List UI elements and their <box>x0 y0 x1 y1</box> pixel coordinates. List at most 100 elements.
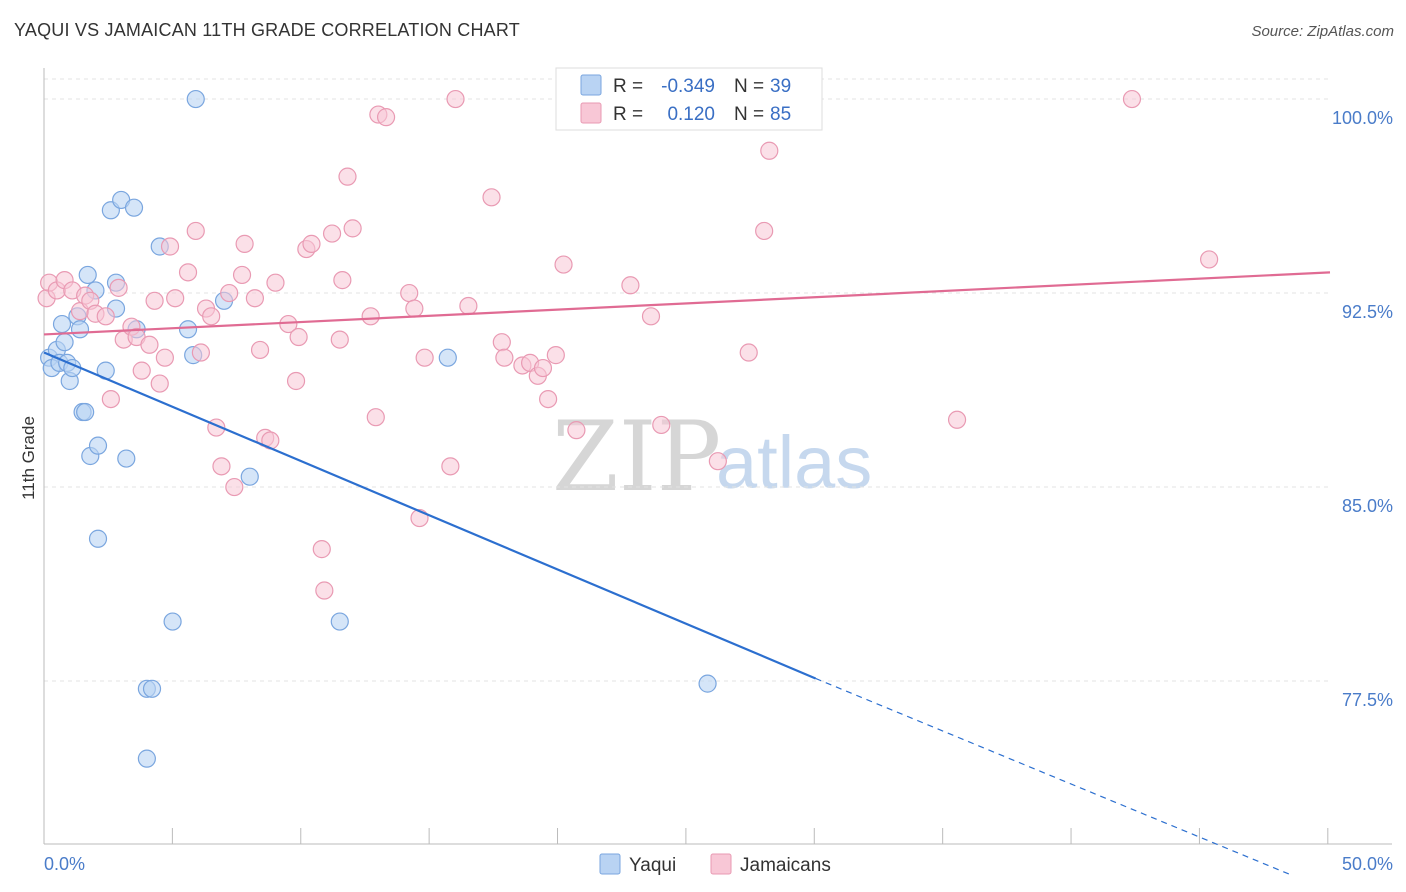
jamaicans-point <box>132 361 151 380</box>
jamaicans-point <box>232 265 252 285</box>
jamaicans-point <box>289 327 308 347</box>
jamaicans-trend-line <box>43 271 1331 336</box>
legend-r-label-jamaicans: R = <box>613 104 643 125</box>
chart-title: YAQUI VS JAMAICAN 11TH GRADE CORRELATION… <box>14 20 520 40</box>
yaqui-point <box>55 333 74 352</box>
jamaicans-point <box>212 457 231 476</box>
jamaicans-point <box>441 457 460 476</box>
legend-n-label-jamaicans: N = <box>734 104 764 125</box>
jamaicans-point <box>312 540 331 559</box>
watermark: ZIP atlas <box>552 401 872 513</box>
yaqui-bottom-swatch <box>599 853 621 875</box>
jamaicans-point <box>567 421 586 440</box>
jamaicans-point <box>186 221 205 241</box>
jamaicans-point <box>739 343 758 362</box>
jamaicans-point <box>178 263 198 282</box>
legend-r-label-yaqui: R = <box>613 76 643 97</box>
jamaicans-point <box>250 340 270 360</box>
jamaicans-point <box>641 307 661 326</box>
jamaicans-point <box>109 278 128 297</box>
jamaicans-point <box>415 348 434 367</box>
axes <box>43 68 1392 845</box>
yaqui-legend-swatch <box>580 74 602 96</box>
jamaicans-point <box>621 276 640 295</box>
jamaicans-point <box>225 477 244 497</box>
jamaicans-point <box>482 188 501 207</box>
jamaicans-point <box>150 374 169 393</box>
jamaicans-legend-label: Jamaicans <box>740 855 831 876</box>
jamaicans-point <box>652 415 671 435</box>
x-tick-label: 50.0% <box>1342 854 1393 874</box>
yaqui-trend-extension <box>815 677 1292 876</box>
yaqui-point <box>438 348 457 367</box>
jamaicans-point <box>338 167 357 186</box>
jamaicans-point <box>533 358 553 378</box>
jamaicans-point <box>155 348 174 367</box>
jamaicans-point <box>333 271 352 290</box>
yaqui-point <box>88 529 108 548</box>
yaqui-point <box>178 320 198 339</box>
jamaicans-point <box>166 289 185 308</box>
jamaicans-point <box>376 108 396 127</box>
jamaicans-point <box>235 234 254 253</box>
yaqui-point <box>76 402 95 422</box>
jamaicans-point <box>459 296 478 316</box>
x-tick-label: 0.0% <box>44 854 85 874</box>
jamaicans-point <box>145 291 164 310</box>
legend-r-value-yaqui: -0.349 <box>661 76 715 97</box>
jamaicans-point <box>315 581 334 600</box>
jamaicans-point <box>492 333 511 352</box>
yaqui-point <box>698 674 717 693</box>
jamaicans-point <box>361 307 380 326</box>
yaqui-point <box>137 749 156 768</box>
axis-labels: 100.0% 92.5% 85.0% 77.5% 0.0% 50.0% <box>44 108 1393 874</box>
y-axis-label: 11th Grade <box>19 416 38 500</box>
jamaicans-point <box>546 346 565 365</box>
jamaicans-point <box>1200 250 1219 269</box>
jamaicans-point <box>1122 89 1142 109</box>
jamaicans-point <box>554 255 573 274</box>
yaqui-point <box>117 449 136 468</box>
jamaicans-point <box>495 348 514 367</box>
yaqui-point <box>240 467 259 486</box>
jamaicans-point <box>245 289 265 308</box>
trend-lines <box>43 271 1331 876</box>
jamaicans-point <box>202 307 221 326</box>
watermark-atlas: atlas <box>716 421 872 504</box>
jamaicans-legend-swatch <box>580 102 602 124</box>
y-tick-label: 85.0% <box>1342 496 1393 516</box>
yaqui-point <box>70 320 90 339</box>
yaqui-point <box>88 436 108 455</box>
jamaicans-bottom-swatch <box>710 853 732 875</box>
yaqui-point <box>163 612 182 631</box>
jamaicans-point <box>140 335 159 354</box>
jamaicans-point <box>539 389 558 409</box>
jamaicans-point <box>366 408 385 427</box>
legend-n-value-jamaicans: 85 <box>770 104 791 125</box>
source-label: Source: ZipAtlas.com <box>1251 23 1394 40</box>
legend-n-value-yaqui: 39 <box>770 76 791 97</box>
series-legend: Yaqui Jamaicans <box>599 853 831 876</box>
yaqui-point <box>142 679 162 698</box>
jamaicans-point <box>446 89 465 109</box>
yaqui-trend-line <box>43 351 817 680</box>
y-tick-label: 92.5% <box>1342 302 1393 322</box>
jamaicans-point <box>755 221 774 241</box>
jamaicans-point <box>330 330 349 349</box>
jamaicans-point <box>405 299 424 318</box>
jamaicans-point <box>322 224 342 243</box>
jamaicans-point <box>266 273 285 292</box>
jamaicans-point <box>191 343 210 362</box>
jamaicans-point <box>160 237 180 256</box>
stats-legend: R = -0.349 N = 39 R = 0.120 N = 85 <box>555 67 823 131</box>
jamaicans-point <box>101 389 120 409</box>
grid-lines <box>44 78 1330 682</box>
yaqui-point <box>186 89 205 109</box>
legend-n-label-yaqui: N = <box>734 76 764 97</box>
yaqui-point <box>52 314 72 334</box>
jamaicans-point <box>708 452 727 471</box>
jamaicans-point <box>286 371 306 391</box>
watermark-zip: ZIP <box>552 401 721 513</box>
jamaicans-point <box>760 141 779 160</box>
